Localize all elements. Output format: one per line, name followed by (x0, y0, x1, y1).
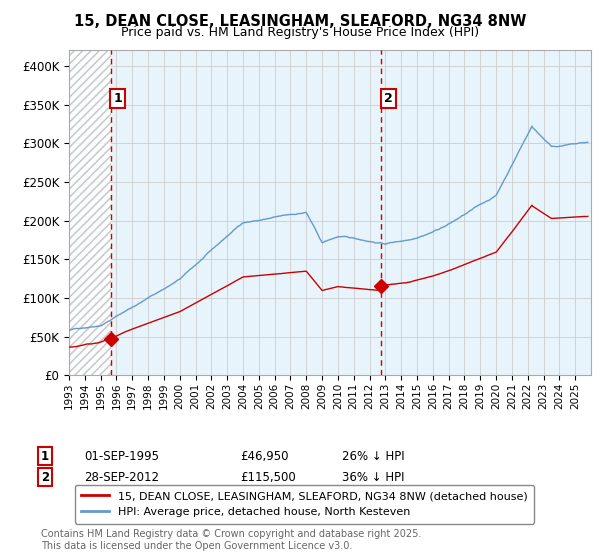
Legend: 15, DEAN CLOSE, LEASINGHAM, SLEAFORD, NG34 8NW (detached house), HPI: Average pr: 15, DEAN CLOSE, LEASINGHAM, SLEAFORD, NG… (74, 485, 535, 524)
Text: 01-SEP-1995: 01-SEP-1995 (84, 450, 159, 463)
Text: 36% ↓ HPI: 36% ↓ HPI (342, 470, 404, 484)
Text: £46,950: £46,950 (240, 450, 289, 463)
Text: 26% ↓ HPI: 26% ↓ HPI (342, 450, 404, 463)
Bar (69, 50, 111, 375)
Text: Contains HM Land Registry data © Crown copyright and database right 2025.
This d: Contains HM Land Registry data © Crown c… (41, 529, 421, 551)
Text: £115,500: £115,500 (240, 470, 296, 484)
Text: 28-SEP-2012: 28-SEP-2012 (84, 470, 159, 484)
Text: 15, DEAN CLOSE, LEASINGHAM, SLEAFORD, NG34 8NW: 15, DEAN CLOSE, LEASINGHAM, SLEAFORD, NG… (74, 14, 526, 29)
Text: 2: 2 (41, 470, 49, 484)
Text: 2: 2 (384, 92, 392, 105)
Text: 1: 1 (113, 92, 122, 105)
Text: 1: 1 (41, 450, 49, 463)
Text: Price paid vs. HM Land Registry's House Price Index (HPI): Price paid vs. HM Land Registry's House … (121, 26, 479, 39)
